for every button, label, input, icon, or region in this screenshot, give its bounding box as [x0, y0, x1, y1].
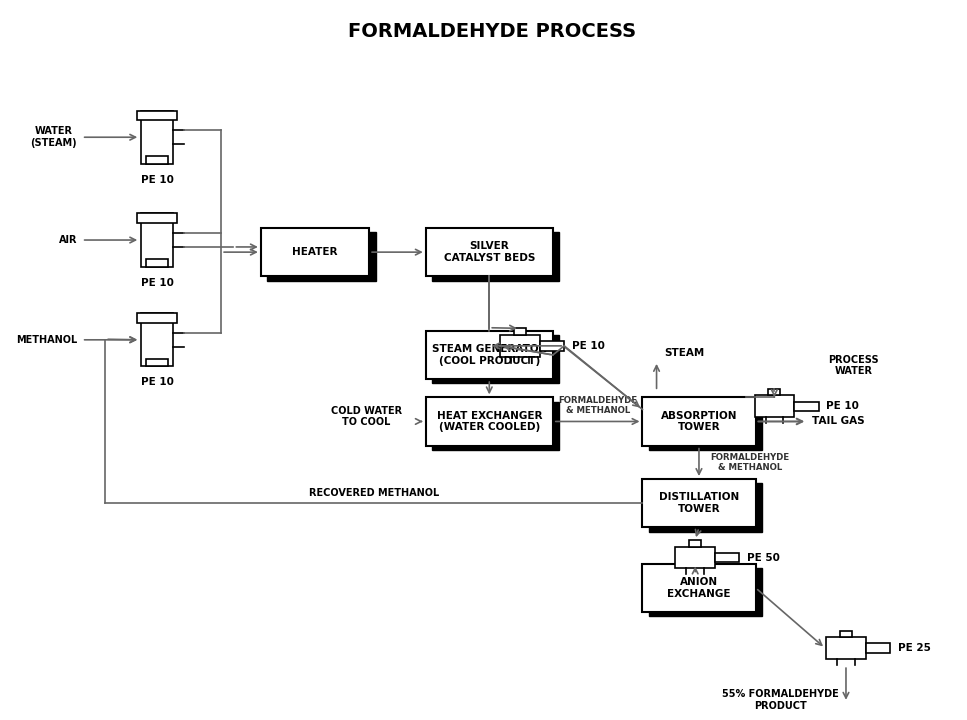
Bar [137, 213, 177, 223]
Text: COLD WATER
TO COOL: COLD WATER TO COOL [331, 406, 402, 428]
Bar [146, 156, 168, 164]
Bar [425, 330, 553, 379]
Bar [500, 335, 540, 356]
Bar [649, 483, 762, 531]
Bar [432, 402, 560, 450]
Bar [513, 328, 526, 335]
Bar [675, 546, 715, 568]
Text: HEAT EXCHANGER
(WATER COOLED): HEAT EXCHANGER (WATER COOLED) [436, 410, 542, 432]
Text: PE 50: PE 50 [747, 552, 780, 562]
Text: STEAM GENERATOR
(COOL PRODUCT): STEAM GENERATOR (COOL PRODUCT) [432, 344, 546, 366]
Text: FORMALDEHYDE PROCESS: FORMALDEHYDE PROCESS [347, 22, 635, 41]
Bar [425, 228, 553, 276]
Text: FORMALDEHYDE
& METHANOL: FORMALDEHYDE & METHANOL [711, 453, 789, 472]
Text: METHANOL: METHANOL [15, 335, 77, 345]
Text: PE 25: PE 25 [897, 643, 930, 653]
Bar [137, 313, 177, 323]
Bar [840, 631, 852, 637]
Text: 55% FORMALDEHYDE
PRODUCT: 55% FORMALDEHYDE PRODUCT [721, 689, 838, 711]
Bar [689, 540, 701, 546]
Bar [432, 232, 560, 281]
Bar [267, 232, 376, 281]
Text: STEAM: STEAM [664, 348, 704, 358]
Text: RECOVERED METHANOL: RECOVERED METHANOL [308, 487, 439, 498]
Bar [754, 395, 794, 417]
Bar [865, 644, 891, 653]
Bar [141, 213, 173, 266]
Text: AIR: AIR [58, 235, 77, 245]
Text: PE 10: PE 10 [826, 401, 859, 411]
Text: DISTILLATION
TOWER: DISTILLATION TOWER [659, 492, 739, 514]
Bar [826, 637, 865, 659]
Text: WATER
(STEAM): WATER (STEAM) [30, 127, 77, 148]
Bar [432, 335, 560, 383]
Bar [642, 479, 755, 527]
Text: ABSORPTION
TOWER: ABSORPTION TOWER [660, 410, 737, 432]
Bar [642, 564, 755, 612]
Text: PE 10: PE 10 [571, 341, 604, 351]
Text: PE 10: PE 10 [140, 377, 173, 387]
Bar [794, 402, 819, 411]
Text: TAIL GAS: TAIL GAS [812, 416, 864, 426]
Bar [425, 397, 553, 446]
Text: FORMALDEHYDE
& METHANOL: FORMALDEHYDE & METHANOL [558, 396, 637, 415]
Bar [146, 359, 168, 366]
Bar [540, 341, 564, 351]
Text: SILVER
CATALYST BEDS: SILVER CATALYST BEDS [444, 241, 535, 263]
Bar [141, 313, 173, 366]
Bar [141, 111, 173, 164]
Bar [649, 568, 762, 616]
Text: PROCESS
WATER: PROCESS WATER [828, 354, 879, 376]
Text: HEATER: HEATER [292, 247, 337, 257]
Bar [715, 553, 740, 562]
Bar [642, 397, 755, 446]
Bar [146, 258, 168, 266]
Bar [649, 402, 762, 450]
Text: ANION
EXCHANGE: ANION EXCHANGE [667, 577, 731, 598]
Bar [137, 111, 177, 120]
Bar [261, 228, 369, 276]
Text: PE 10: PE 10 [140, 277, 173, 287]
Text: PE 10: PE 10 [140, 175, 173, 185]
Bar [768, 389, 780, 395]
